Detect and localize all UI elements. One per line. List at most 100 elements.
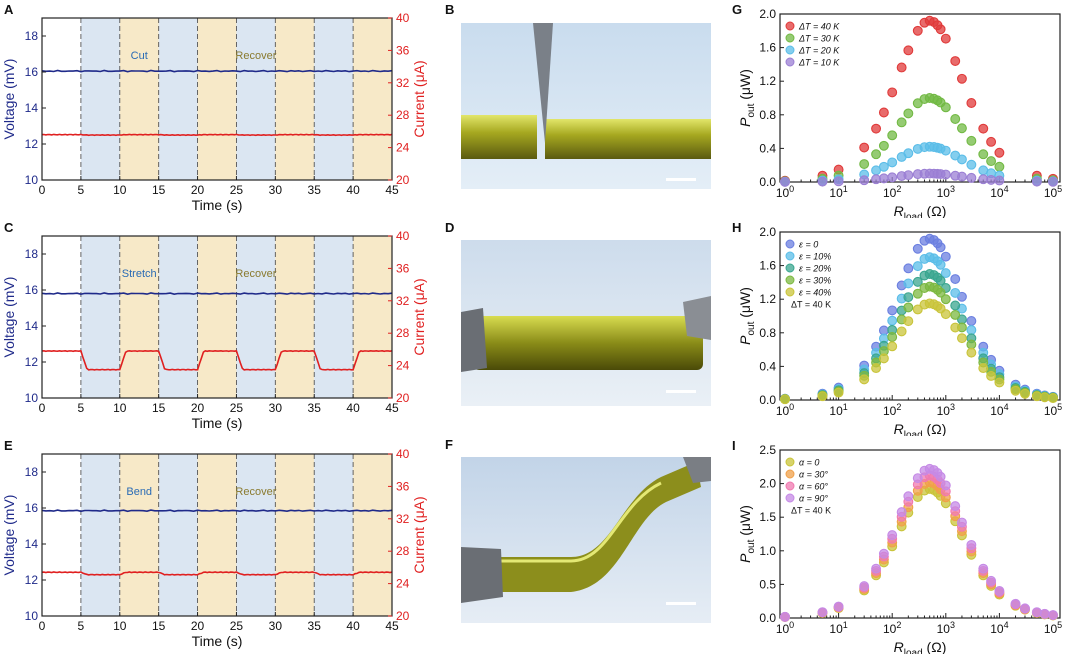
y-axis-label: Pout (μW) xyxy=(737,505,757,563)
data-point xyxy=(956,333,967,344)
y-left-axis-label: Voltage (mV) xyxy=(1,59,17,140)
y-right-tick-label: 20 xyxy=(396,391,410,405)
x-tick-label: 45 xyxy=(385,619,399,633)
data-point xyxy=(966,135,977,146)
data-point xyxy=(817,176,828,187)
y-tick-label: 0.4 xyxy=(759,359,776,373)
data-point xyxy=(1031,607,1042,618)
data-point xyxy=(912,243,923,254)
x-tick-label: 0 xyxy=(39,401,46,415)
x-tick-label: 25 xyxy=(230,619,244,633)
data-point xyxy=(903,316,914,327)
data-point xyxy=(940,102,951,113)
data-point xyxy=(896,62,907,73)
phase-band xyxy=(197,236,237,398)
plot-frame xyxy=(41,17,393,181)
data-point xyxy=(887,157,898,168)
data-point xyxy=(978,149,989,160)
data-point xyxy=(833,176,844,187)
x-tick-label: 25 xyxy=(230,183,244,197)
x-tick-label: 5 xyxy=(78,183,85,197)
legend-marker xyxy=(785,33,795,43)
data-point xyxy=(833,601,844,612)
legend-label: α = 30° xyxy=(799,470,828,480)
data-point xyxy=(859,374,870,385)
data-point xyxy=(966,325,977,336)
y-right-tick-label: 40 xyxy=(396,229,410,243)
y-tick-label: 2.0 xyxy=(759,7,776,21)
y-tick-label: 0.0 xyxy=(759,175,776,189)
y-left-tick-label: 10 xyxy=(25,173,39,187)
recover-label: Recover xyxy=(235,268,276,280)
x-axis-label: Rload (Ω) xyxy=(894,421,947,436)
data-point xyxy=(903,170,914,181)
x-tick-label: 103 xyxy=(937,620,955,636)
condition-label: Cut xyxy=(131,50,148,62)
legend-label: α = 90° xyxy=(799,494,828,504)
y-left-tick-label: 12 xyxy=(25,137,39,151)
data-point xyxy=(878,140,889,151)
x-tick-label: 105 xyxy=(1044,184,1062,200)
data-point xyxy=(903,45,914,56)
phase-band xyxy=(236,236,276,398)
panel-letter: I xyxy=(732,438,736,453)
x-tick-label: 30 xyxy=(269,183,283,197)
condition-label: Stretch xyxy=(122,268,157,280)
legend-marker xyxy=(785,239,795,249)
legend-marker xyxy=(785,45,795,55)
x-tick-label: 10 xyxy=(113,183,127,197)
data-point xyxy=(871,149,882,160)
x-tick-label: 20 xyxy=(191,401,205,415)
data-point xyxy=(887,315,898,326)
x-tick-label: 103 xyxy=(937,402,955,418)
phase-band xyxy=(236,18,276,180)
phase-band xyxy=(197,18,237,180)
data-point xyxy=(1048,393,1058,404)
panel-letter-f: F xyxy=(445,437,453,452)
data-point xyxy=(912,25,923,36)
data-point xyxy=(940,169,951,180)
data-point xyxy=(878,107,889,118)
y-right-tick-label: 24 xyxy=(396,359,410,373)
data-point xyxy=(935,275,946,286)
data-point xyxy=(935,259,946,270)
y-left-tick-label: 18 xyxy=(25,29,39,43)
photo-stretch-drawing xyxy=(461,240,711,406)
phase-band xyxy=(119,454,159,616)
data-point xyxy=(912,473,923,484)
y-right-tick-label: 28 xyxy=(396,108,410,122)
y-right-axis-label: Current (μA) xyxy=(411,278,427,355)
data-point xyxy=(903,108,914,119)
data-point xyxy=(780,394,790,405)
data-point xyxy=(986,136,997,147)
x-tick-label: 101 xyxy=(829,184,847,200)
current-line xyxy=(41,349,393,371)
x-tick-label: 45 xyxy=(385,183,399,197)
data-point xyxy=(940,294,951,305)
x-tick-label: 20 xyxy=(191,619,205,633)
x-tick-label: 45 xyxy=(385,401,399,415)
x-axis-label: Time (s) xyxy=(192,197,243,213)
data-point xyxy=(912,288,923,299)
data-point xyxy=(940,309,951,320)
phase-band xyxy=(275,236,315,398)
x-tick-label: 5 xyxy=(78,401,85,415)
current-line xyxy=(41,571,393,576)
legend-label: α = 60° xyxy=(799,482,828,492)
x-tick-label: 5 xyxy=(78,619,85,633)
photo-bend-drawing xyxy=(461,457,711,623)
phase-band xyxy=(80,454,120,616)
legend-marker xyxy=(785,21,795,31)
y-right-tick-label: 28 xyxy=(396,326,410,340)
legend-label: ε = 10% xyxy=(799,252,831,262)
legend-marker xyxy=(785,57,795,67)
data-point xyxy=(994,147,1005,158)
legend-label: ε = 0 xyxy=(799,240,818,250)
x-tick-label: 15 xyxy=(152,401,166,415)
x-tick-label: 102 xyxy=(883,184,901,200)
y-tick-label: 1.5 xyxy=(759,510,776,524)
power-resistance-chart-strain: 100 101 102 103 104 105 0.0 0.4 0.8 1.2 1.6 2.0 ε = … xyxy=(732,220,1062,436)
data-point xyxy=(956,154,967,165)
photo-stretch xyxy=(461,240,711,406)
phase-band xyxy=(158,454,198,616)
